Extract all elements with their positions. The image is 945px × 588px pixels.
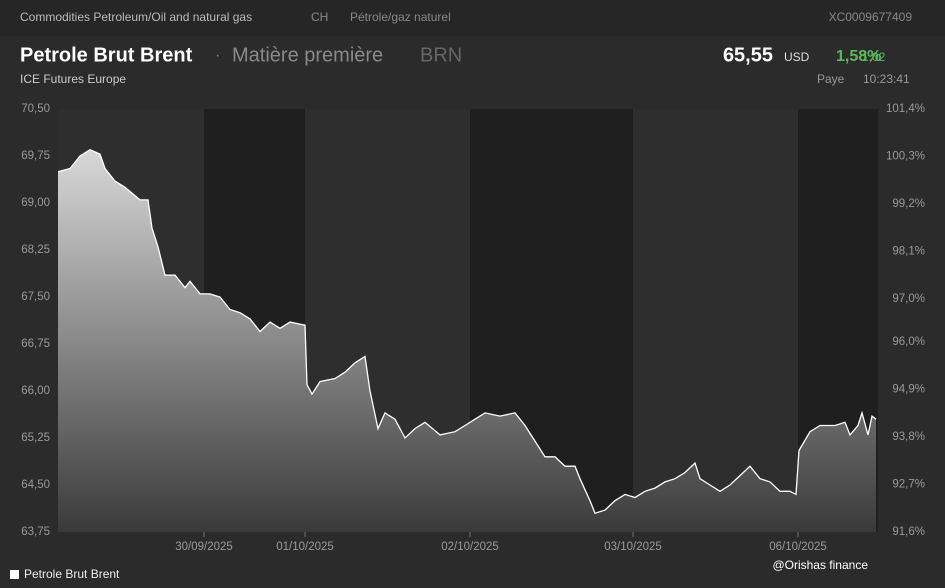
- exchange: ICE Futures Europe: [20, 72, 126, 86]
- change: 1,02: [862, 50, 886, 64]
- y-tick-label: 63,75: [21, 526, 50, 538]
- y2-tick-label: 96,0%: [892, 336, 925, 348]
- y-tick-label: 69,75: [21, 150, 50, 162]
- y2-tick-label: 94,9%: [892, 384, 925, 396]
- y2-tick-label: 97,0%: [892, 293, 925, 305]
- sector: Pétrole/gaz naturel: [350, 10, 451, 24]
- status: Paye: [817, 72, 845, 86]
- y-tick-label: 66,75: [21, 338, 50, 350]
- currency: USD: [784, 50, 810, 64]
- kind: Matière première: [232, 44, 383, 66]
- y2-tick-label: 100,3%: [886, 151, 925, 163]
- time: 10:23:41: [863, 72, 910, 86]
- y2-tick-label: 98,1%: [892, 245, 925, 257]
- y2-tick-label: 91,6%: [892, 526, 925, 538]
- y2-tick-label: 101,4%: [886, 103, 925, 115]
- country: CH: [311, 10, 328, 24]
- y-tick-label: 65,25: [21, 432, 50, 444]
- top-bar: [0, 0, 945, 36]
- y2-tick-label: 93,8%: [892, 431, 925, 443]
- line: [57, 148, 877, 514]
- x-tick-label: 06/10/2025: [769, 541, 827, 553]
- legend-swatch: [10, 570, 19, 579]
- x-tick-label: 30/09/2025: [175, 541, 233, 553]
- day-band: [633, 109, 798, 532]
- y-tick-label: 66,00: [21, 385, 50, 397]
- y-tick-label: 70,50: [21, 103, 50, 115]
- y-tick-label: 69,00: [21, 197, 50, 209]
- x-tick-label: 02/10/2025: [441, 541, 499, 553]
- y-tick-label: 67,50: [21, 291, 50, 303]
- symbol: BRN: [420, 44, 462, 66]
- legend-entry: Petrole Brut Brent: [24, 567, 120, 581]
- isin: XC0009677409: [829, 10, 913, 24]
- credit: @Orishas finance: [772, 558, 868, 572]
- y-tick-label: 68,25: [21, 244, 50, 256]
- x-tick-label: 03/10/2025: [604, 541, 662, 553]
- plot-area: 63,75 64,50 65,25 66,00 66,75 67,50 68,25 69,00…: [21, 103, 925, 553]
- breadcrumb: Commodities Petroleum/Oil and natural ga…: [20, 10, 252, 24]
- y-tick-label: 64,50: [21, 479, 50, 491]
- separator: ·: [215, 47, 220, 64]
- change-pct: 1,58%: [836, 48, 881, 65]
- y2-tick-label: 99,2%: [892, 198, 925, 210]
- area: [58, 149, 876, 532]
- x-tick-label: 01/10/2025: [276, 541, 334, 553]
- price: 65,55: [723, 44, 773, 66]
- y2-tick-label: 92,7%: [892, 479, 925, 491]
- instrument-name: Petrole Brut Brent: [20, 44, 193, 66]
